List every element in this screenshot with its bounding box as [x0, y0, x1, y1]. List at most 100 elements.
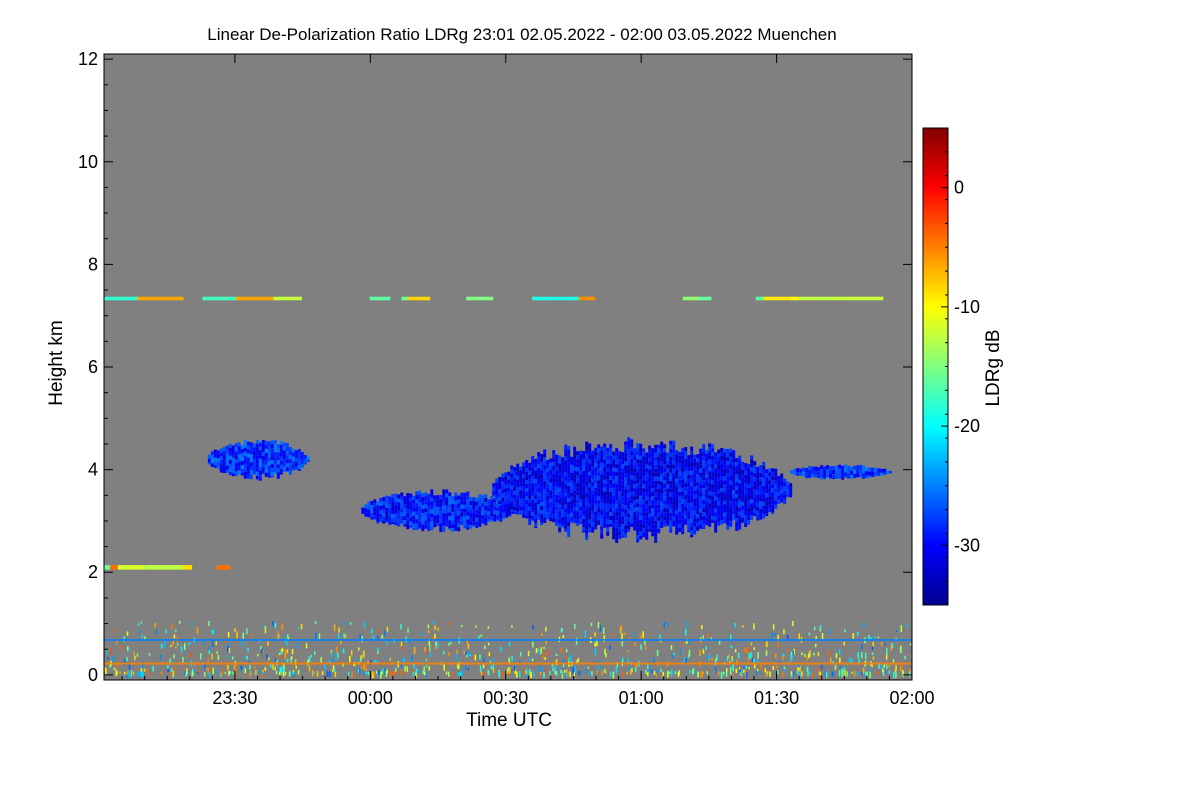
cloud-cell	[600, 502, 604, 507]
cloud-cell	[723, 480, 727, 485]
cloud-cell	[534, 502, 538, 507]
cloud-cell	[627, 521, 631, 526]
cloud-cell	[555, 490, 559, 495]
cloud-cell	[648, 501, 652, 506]
cloud-cell	[711, 508, 715, 513]
speckle	[215, 641, 217, 646]
cloud-cell	[249, 474, 253, 479]
cloud-cell	[768, 472, 772, 477]
cloud-cell	[388, 504, 392, 509]
cloud-cell	[516, 479, 520, 484]
cloud-cell	[642, 448, 646, 453]
cloud-cell	[516, 511, 520, 515]
cloud-cell	[729, 452, 733, 457]
speckle	[389, 657, 391, 662]
speckle	[300, 623, 303, 630]
cloud-cell	[687, 455, 691, 460]
speckle	[771, 632, 773, 640]
cloud-cell	[717, 477, 721, 482]
cloud-cell	[880, 472, 884, 476]
cloud-cell	[510, 465, 514, 470]
cloud-cell	[270, 472, 274, 477]
cloud-cell	[591, 510, 595, 515]
cloud-cell	[582, 502, 586, 507]
speckle	[207, 667, 210, 675]
speckle	[559, 667, 561, 671]
cloud-cell	[702, 520, 706, 525]
cloud-cell	[231, 445, 235, 450]
cloud-cell	[771, 468, 775, 473]
speckle	[376, 660, 378, 663]
cloud-cell	[597, 508, 601, 513]
cloud-cell	[618, 487, 622, 492]
cloud-cell	[543, 449, 547, 454]
cloud-cell	[862, 473, 866, 478]
speckle	[884, 670, 887, 674]
cloud-cell	[525, 476, 529, 481]
cloud-cell	[783, 478, 787, 483]
cloud-cell	[567, 446, 571, 451]
cloud-cell	[582, 474, 586, 479]
cloud-cell	[615, 528, 619, 533]
cloud-cell	[708, 443, 712, 448]
cloud-cell	[777, 479, 781, 484]
cloud-cell	[642, 452, 646, 457]
cloud-cell	[615, 516, 619, 521]
cloud-cell	[600, 490, 604, 495]
cloud-cell	[681, 451, 685, 456]
cloud-cell	[409, 501, 413, 506]
cloud-cell	[690, 534, 694, 538]
cloud-cell	[261, 451, 265, 456]
speckle	[359, 634, 361, 640]
cloud-cell	[672, 500, 676, 505]
cloud-cell	[546, 460, 550, 465]
speckle	[448, 622, 450, 625]
speckle	[670, 669, 673, 677]
cloud-cell	[448, 528, 452, 530]
speckle	[646, 669, 649, 673]
cloud-cell	[561, 465, 565, 470]
speckle	[562, 635, 564, 638]
speckle	[480, 634, 482, 637]
cloud-cell	[246, 457, 250, 462]
cloud-cell	[645, 516, 649, 521]
cloud-cell	[493, 510, 497, 515]
cloud-cell	[216, 458, 220, 463]
cloud-cell	[433, 499, 437, 504]
cloud-cell	[294, 458, 298, 463]
colorbar-tick-label: -10	[954, 297, 980, 317]
speckle	[231, 656, 234, 660]
cloud-cell	[522, 490, 526, 495]
cloud-cell	[573, 466, 577, 471]
cloud-cell	[729, 504, 733, 509]
cloud-cell	[768, 504, 772, 509]
speckle	[434, 633, 436, 639]
cloud-cell	[841, 465, 845, 470]
cloud-cell	[457, 515, 461, 520]
cloud-cell	[549, 474, 553, 479]
cloud-cell	[294, 466, 298, 470]
cloud-cell	[693, 522, 697, 527]
speckle	[326, 670, 329, 677]
cloud-cell	[675, 486, 679, 491]
cloud-cell	[588, 515, 592, 520]
cloud-cell	[579, 478, 583, 483]
feature-cirrus-layer	[104, 296, 884, 301]
cloud-cell	[627, 497, 631, 502]
cloud-cell	[448, 492, 452, 497]
cloud-cell	[696, 518, 700, 523]
cloud-cell	[498, 501, 502, 505]
speckle	[381, 668, 384, 675]
cloud-cell	[451, 504, 455, 509]
cloud-cell	[564, 516, 568, 521]
cloud-cell	[573, 470, 577, 475]
cloud-cell	[657, 500, 661, 505]
speckle	[198, 670, 200, 673]
cloud-cell	[466, 503, 470, 508]
cloud-cell	[499, 517, 503, 522]
cloud-cell	[820, 477, 824, 480]
cloud-cell	[639, 511, 643, 516]
cloud-cell	[397, 518, 401, 523]
speckle	[701, 671, 703, 678]
cloud-cell	[639, 475, 643, 480]
